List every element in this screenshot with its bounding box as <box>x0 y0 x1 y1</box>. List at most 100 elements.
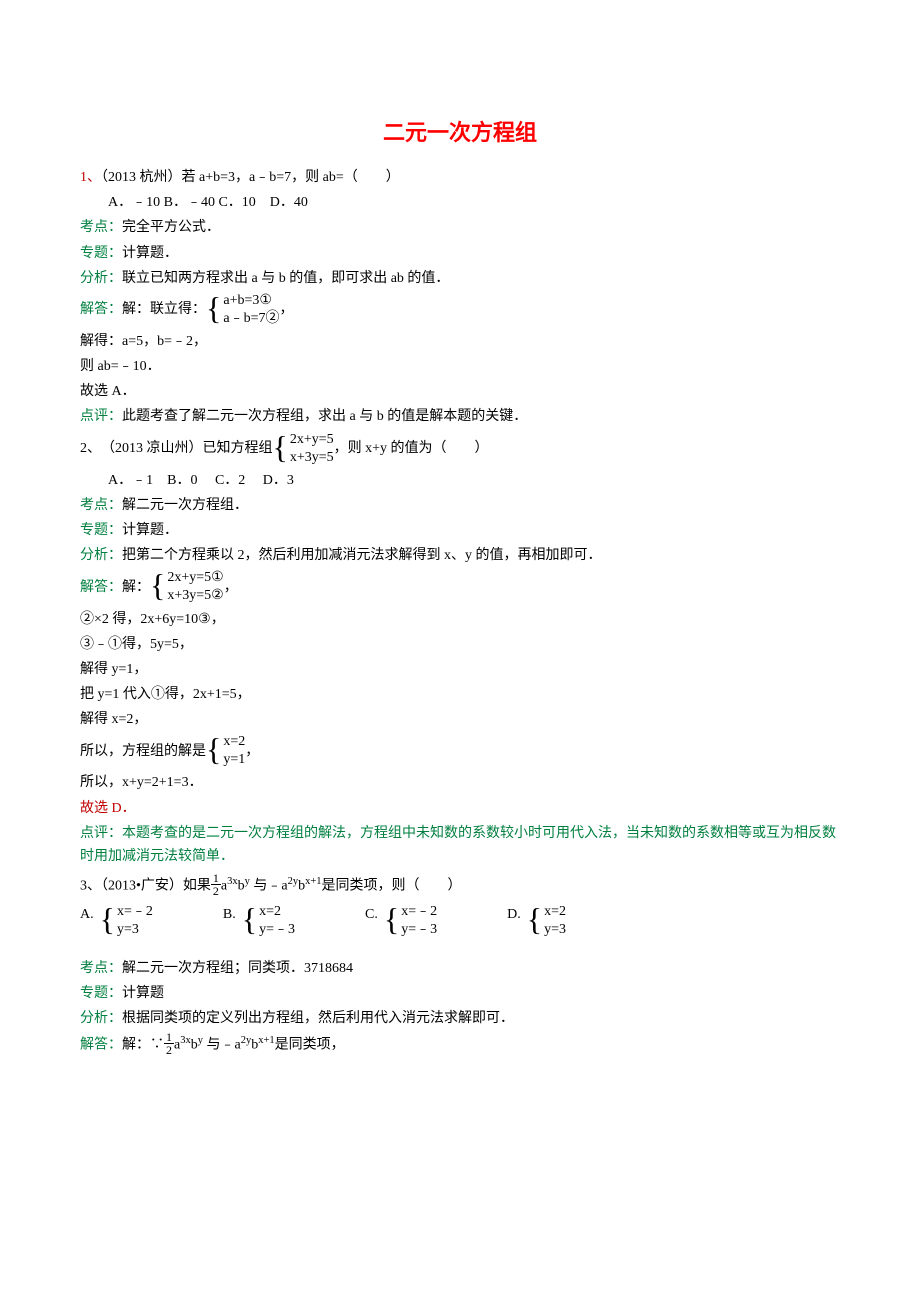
q2-fx: 分析：把第二个方程乘以 2，然后利用加减消元法求解得到 x、y 的值，再相加即可… <box>80 544 840 567</box>
opt-label: B. <box>223 903 236 926</box>
q1-jd: 解答：解：联立得： { a+b=3① a﹣b=7② ， <box>80 292 840 328</box>
val-kd: 解二元一次方程组． <box>122 498 248 513</box>
exp: 2y <box>241 1035 252 1046</box>
label-zt: 专题： <box>80 986 122 1001</box>
q3-stem-a: （2013•广安）如果 <box>101 879 211 894</box>
brace-icon: { <box>384 904 399 934</box>
q2-s1: ②×2 得，2x+6y=10③， <box>80 608 840 631</box>
q1-options: A．﹣10 B．﹣40 C．10 D．40 <box>80 191 840 214</box>
val-fx: 把第二个方程乘以 2，然后利用加减消元法求解得到 x、y 的值，再相加即可． <box>122 548 602 563</box>
brace-top: a+b=3① <box>223 292 279 310</box>
q3-jd: 解答：解：∵12a3xby 与﹣a2ybx+1是同类项， <box>80 1033 840 1058</box>
label-jd: 解答： <box>80 576 122 599</box>
val-dp: 本题考查的是二元一次方程组的解法，方程组中未知数的系数较小时可用代入法，当未知数… <box>80 826 836 864</box>
label-kd: 考点： <box>80 220 122 235</box>
page-title: 二元一次方程组 <box>80 115 840 151</box>
brace-system: { 2x+y=5 x+3y=5 <box>273 431 334 467</box>
brace-bot: x+3y=5② <box>167 587 223 605</box>
q2-s2: ③﹣①得，5y=5， <box>80 633 840 656</box>
brace-icon: { <box>527 904 542 934</box>
val-dp: 此题考查了解二元一次方程组，求出 a 与 b 的值是解本题的关键． <box>122 409 527 424</box>
label-dp: 点评： <box>80 409 122 424</box>
q1-zt: 专题：计算题． <box>80 242 840 265</box>
val-jd: 解：∵ <box>122 1037 164 1052</box>
q1-fx: 分析：联立已知两方程求出 a 与 b 的值，即可求出 ab 的值． <box>80 267 840 290</box>
q2-zt: 专题：计算题． <box>80 519 840 542</box>
val-zt: 计算题． <box>122 523 178 538</box>
brace-icon: { <box>242 904 257 934</box>
label-jd: 解答： <box>80 1037 122 1052</box>
brace-top: 2x+y=5① <box>167 569 223 587</box>
q2-options: A．﹣1 B．0 C．2 D．3 <box>80 469 840 492</box>
q2-s6: 所以，方程组的解是 { x=2 y=1 ， <box>80 733 840 769</box>
brace-bot: y=1 <box>223 751 245 769</box>
exp: x+1 <box>258 1035 274 1046</box>
term: 与﹣a <box>250 879 288 894</box>
label-kd: 考点： <box>80 961 122 976</box>
term: 与﹣a <box>203 1037 241 1052</box>
brace-top: x=﹣2 <box>117 903 153 921</box>
brace-bot: x+3y=5 <box>290 449 334 467</box>
brace-system: { x=2 y=1 <box>206 733 245 769</box>
q1-l3: 故选 A． <box>80 380 840 403</box>
q2-s6-text: 所以，方程组的解是 <box>80 740 206 763</box>
q3-stem-b: 是同类项，则（ ） <box>322 879 462 894</box>
brace-top: x=﹣2 <box>401 903 437 921</box>
q2-jd: 解答：解： { 2x+y=5① x+3y=5② ， <box>80 569 840 605</box>
opt-label: A. <box>80 903 94 926</box>
option-c: C. {x=﹣2y=﹣3 <box>365 903 437 939</box>
val-jd: 解：联立得： <box>122 298 206 321</box>
q2-stem: 2、（2013 凉山州）已知方程组 { 2x+y=5 x+3y=5 ，则 x+y… <box>80 431 840 467</box>
term: b <box>191 1037 198 1052</box>
brace-top: x=2 <box>259 903 295 921</box>
brace-icon: { <box>273 432 288 462</box>
q1-kd: 考点：完全平方公式． <box>80 216 840 239</box>
q2-s4: 把 y=1 代入①得，2x+1=5， <box>80 683 840 706</box>
brace-bot: a﹣b=7② <box>223 310 279 328</box>
val-fx: 根据同类项的定义列出方程组，然后利用代入消元法求解即可． <box>122 1011 514 1026</box>
q2-dp: 点评：本题考查的是二元一次方程组的解法，方程组中未知数的系数较小时可用代入法，当… <box>80 822 840 868</box>
comma: ， <box>245 740 259 763</box>
brace-icon: { <box>150 570 165 600</box>
brace-icon: { <box>100 904 115 934</box>
q1-text: （2013 杭州）若 a+b=3，a﹣b=7，则 ab=（ ） <box>101 170 400 185</box>
brace-bot: y=﹣3 <box>401 921 437 939</box>
label-jd: 解答： <box>80 298 122 321</box>
val-zt: 计算题 <box>122 986 164 1001</box>
exp: 3x <box>180 1035 191 1046</box>
q3-kd: 考点：解二元一次方程组；同类项．3718684 <box>80 957 840 980</box>
brace-top: x=2 <box>223 733 245 751</box>
comma: ， <box>279 298 293 321</box>
brace-bot: y=3 <box>117 921 153 939</box>
exp: x+1 <box>305 876 321 887</box>
label-fx: 分析： <box>80 1011 122 1026</box>
val-zt: 计算题． <box>122 246 178 261</box>
q1-l1: 解得：a=5，b=﹣2， <box>80 330 840 353</box>
q2-s7: 所以，x+y=2+1=3． <box>80 771 840 794</box>
comma: ， <box>224 576 238 599</box>
jd-end: 是同类项， <box>275 1037 345 1052</box>
fraction: 12 <box>211 872 221 897</box>
brace-bot: y=3 <box>544 921 566 939</box>
q1-stem: 1、（2013 杭州）若 a+b=3，a﹣b=7，则 ab=（ ） <box>80 166 840 189</box>
exp: 3x <box>227 876 238 887</box>
val-jd: 解： <box>122 576 150 599</box>
brace-top: x=2 <box>544 903 566 921</box>
q3-num: 3、 <box>80 879 101 894</box>
val-kd: 完全平方公式． <box>122 220 220 235</box>
label-fx: 分析： <box>80 548 122 563</box>
q1-dp: 点评：此题考查了解二元一次方程组，求出 a 与 b 的值是解本题的关键． <box>80 405 840 428</box>
label-dp: 点评： <box>80 826 122 841</box>
q3-fx: 分析：根据同类项的定义列出方程组，然后利用代入消元法求解即可． <box>80 1007 840 1030</box>
val-fx: 联立已知两方程求出 a 与 b 的值，即可求出 ab 的值． <box>122 271 449 286</box>
label-zt: 专题： <box>80 523 122 538</box>
q2-stem-a: （2013 凉山州）已知方程组 <box>101 437 273 460</box>
option-b: B. {x=2y=﹣3 <box>223 903 295 939</box>
q1-l2: 则 ab=﹣10． <box>80 355 840 378</box>
q2-s3: 解得 y=1， <box>80 658 840 681</box>
q3-zt: 专题：计算题 <box>80 982 840 1005</box>
q3-options: A. {x=﹣2y=3 B. {x=2y=﹣3 C. {x=﹣2y=﹣3 D. … <box>80 903 840 939</box>
exp: 2y <box>288 876 299 887</box>
brace-icon: { <box>206 734 221 764</box>
val-kd: 解二元一次方程组；同类项．3718684 <box>122 961 353 976</box>
